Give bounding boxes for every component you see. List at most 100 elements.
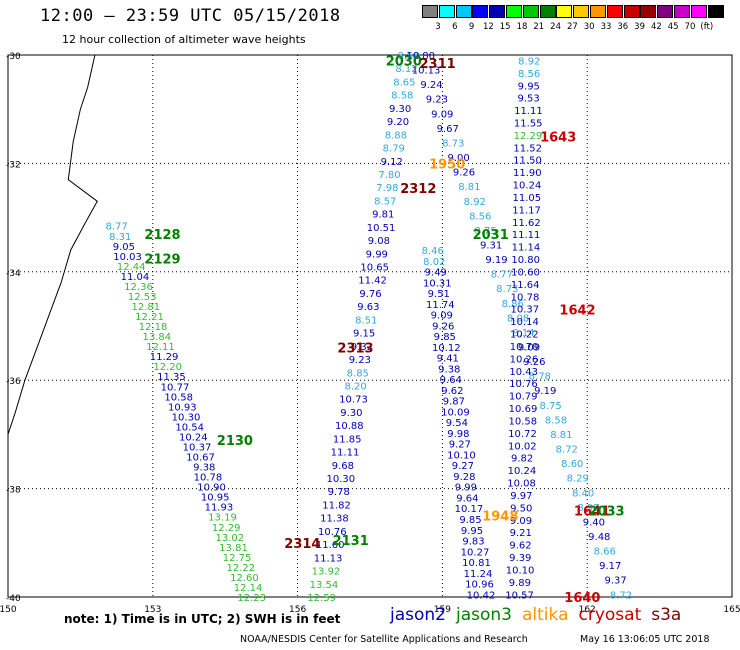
wave-height-value: 9.81 xyxy=(372,210,394,221)
wave-height-value: 9.64 xyxy=(440,375,462,386)
wave-height-value: 12.75 xyxy=(223,553,252,564)
wave-height-value: 9.99 xyxy=(366,249,388,260)
wave-height-value: 10.58 xyxy=(508,417,537,428)
colorbar-swatch xyxy=(556,5,573,18)
wave-height-value: 10.13 xyxy=(412,66,441,77)
wave-height-value: 10.96 xyxy=(465,580,494,591)
wave-height-value: 9.30 xyxy=(389,104,411,115)
wave-height-value: 10.69 xyxy=(509,404,538,415)
colorbar-swatch xyxy=(674,5,690,18)
y-tick-label: -36 xyxy=(6,377,21,387)
wave-height-value: 12.36 xyxy=(124,282,153,293)
wave-height-value: 8.51 xyxy=(355,315,377,326)
wave-height-value: 13.92 xyxy=(312,567,341,578)
x-tick-label: 162 xyxy=(579,605,596,615)
wave-height-value: 8.92 xyxy=(464,197,486,208)
colorbar-label: 18 xyxy=(516,22,528,32)
wave-height-value: 9.17 xyxy=(599,561,621,572)
wave-height-value: 9.23 xyxy=(426,95,448,106)
wave-height-value: 11.55 xyxy=(514,119,543,130)
wave-height-value: 8.77 xyxy=(491,270,513,281)
legend-altika: altika xyxy=(522,605,569,625)
wave-height-value: 8.57 xyxy=(374,196,396,207)
wave-height-value: 10.14 xyxy=(510,317,539,328)
colorbar-swatch xyxy=(539,5,556,18)
wave-height-value: 11.50 xyxy=(513,156,542,167)
pass-time-label: 1948 xyxy=(482,510,518,525)
wave-height-value: 9.12 xyxy=(381,157,403,168)
wave-height-value: 12.20 xyxy=(153,362,182,373)
wave-height-value: 10.03 xyxy=(113,252,142,263)
wave-height-value: 11.11 xyxy=(331,448,360,459)
y-tick-label: -34 xyxy=(6,269,21,279)
wave-height-value: 9.95 xyxy=(518,81,540,92)
wave-height-value: 10.79 xyxy=(509,392,538,403)
wave-height-value: 9.05 xyxy=(113,242,135,253)
wave-height-value: 9.54 xyxy=(446,418,468,429)
wave-height-value: 10.57 xyxy=(505,590,534,601)
page-subtitle: 12 hour collection of altimeter wave hei… xyxy=(62,33,306,46)
wave-height-value: 13.02 xyxy=(215,533,244,544)
x-tick-label: 156 xyxy=(289,605,306,615)
colorbar-swatch xyxy=(623,5,640,18)
wave-height-value: 9.32 xyxy=(351,342,373,353)
wave-height-value: 12.22 xyxy=(226,563,255,574)
wave-height-value: 12.18 xyxy=(139,322,168,333)
colorbar-label: 24 xyxy=(550,22,561,32)
pass-time-label: 2311 xyxy=(420,57,456,72)
wave-height-value: 12.60 xyxy=(230,573,259,584)
wave-height-value: 8.14 xyxy=(512,328,534,339)
colorbar-label: 39 xyxy=(634,22,645,32)
wave-height-value: 10.51 xyxy=(367,223,396,234)
wave-height-value: 9.85 xyxy=(434,332,456,343)
credit-line: NOAA/NESDIS Center for Satellite Applica… xyxy=(240,634,528,645)
wave-height-value: 8.12 xyxy=(395,64,417,75)
pass-time-label: 1642 xyxy=(559,304,595,319)
wave-height-value: 9.28 xyxy=(453,472,475,483)
wave-height-value: 9.95 xyxy=(461,526,483,537)
page-title: 12:00 – 23:59 UTC 05/15/2018 xyxy=(40,6,341,26)
wave-height-value: 9.39 xyxy=(509,553,531,564)
wave-height-value: 10.76 xyxy=(318,527,347,538)
wave-height-value: 7.80 xyxy=(378,170,400,181)
wave-height-value: 9.62 xyxy=(441,386,463,397)
wave-height-value: 11.29 xyxy=(150,352,179,363)
wave-height-value: 9.27 xyxy=(452,461,474,472)
wave-height-value: 11.85 xyxy=(333,434,362,445)
wave-height-value: 10.67 xyxy=(186,453,215,464)
pass-time-label: 2129 xyxy=(144,252,180,267)
legend-jason3: jason3 xyxy=(456,605,512,625)
wave-height-value: 10.10 xyxy=(506,566,535,577)
wave-height-value: 8.86 xyxy=(502,299,524,310)
wave-height-value: 12.29 xyxy=(212,523,241,534)
wave-height-value: 9.20 xyxy=(387,117,409,128)
wave-height-value: 11.64 xyxy=(511,280,540,291)
pass-time-label: 1643 xyxy=(540,130,576,145)
colorbar-swatch xyxy=(707,5,724,18)
wave-height-value: 9.98 xyxy=(447,429,469,440)
wave-height-value: 11.62 xyxy=(512,218,541,229)
colorbar-label: 15 xyxy=(499,22,511,32)
wave-height-value: 11.24 xyxy=(464,569,493,580)
wave-height-value: 9.23 xyxy=(349,355,371,366)
wave-height-value: 9.27 xyxy=(449,440,471,451)
colorbar-swatch xyxy=(590,5,606,18)
wave-height-value: 10.93 xyxy=(168,402,197,413)
wave-height-value: 10.24 xyxy=(508,466,537,477)
wave-height-value: 9.09 xyxy=(510,516,532,527)
wave-height-value: 10.17 xyxy=(455,504,484,515)
wave-height-value: 10.09 xyxy=(441,407,470,418)
wave-height-value: 8.31 xyxy=(109,232,131,243)
wave-height-value: 9.87 xyxy=(443,397,465,408)
wave-height-value: 10.88 xyxy=(335,421,364,432)
wave-height-value: 9.00 xyxy=(447,153,469,164)
satellite-legend: jason2 jason3 altika cryosat s3a xyxy=(390,605,691,625)
wave-height-value: 10.02 xyxy=(508,441,537,452)
wave-height-value: 9.26 xyxy=(453,168,475,179)
wave-height-value: 9.49 xyxy=(425,268,447,279)
colorbar-swatch xyxy=(522,5,539,18)
wave-height-value: 9.19 xyxy=(534,386,556,397)
wave-height-value: 9.09 xyxy=(518,343,540,354)
colorbar-label: 21 xyxy=(533,22,545,32)
pass-time-label: 2313 xyxy=(337,342,373,357)
